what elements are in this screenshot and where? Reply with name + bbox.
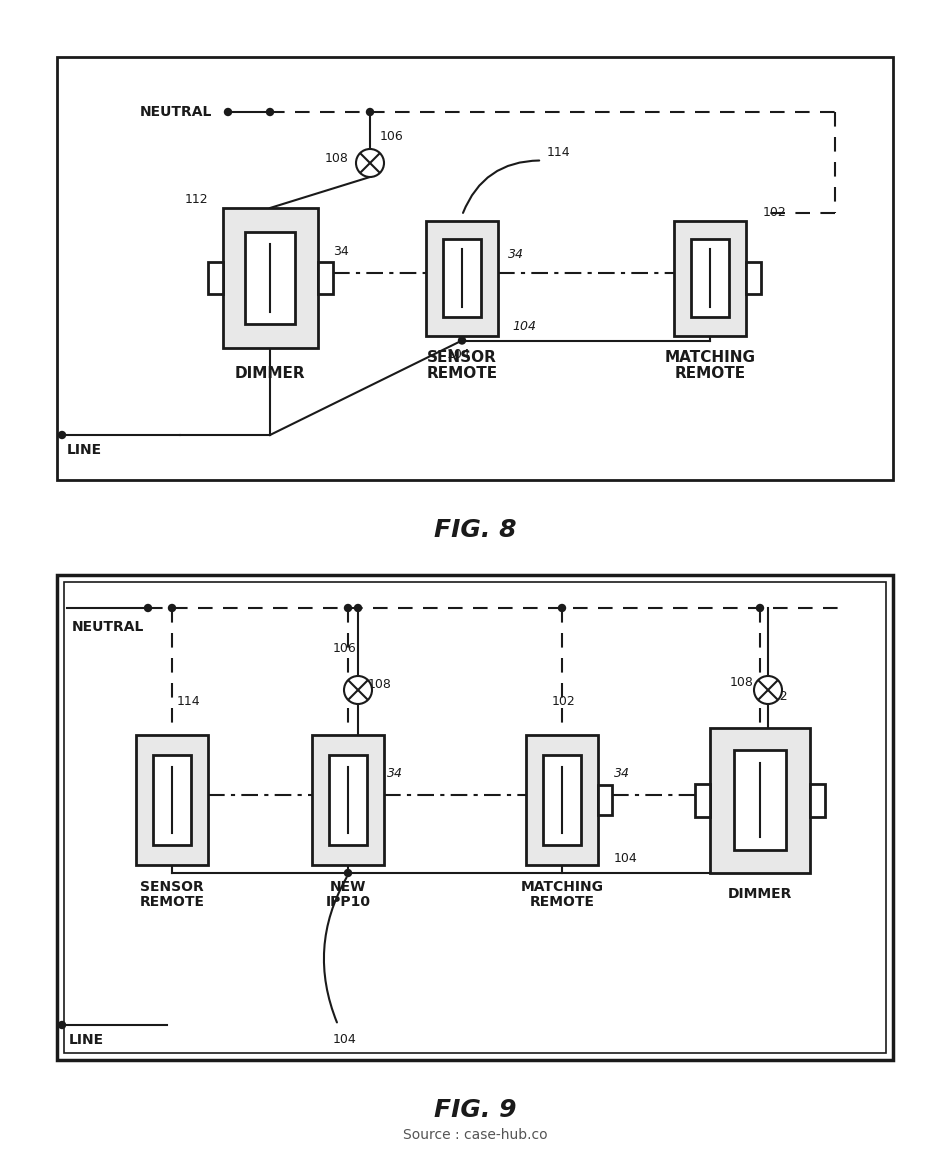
Text: REMOTE: REMOTE: [427, 366, 498, 381]
Bar: [526, 735, 598, 866]
Text: 106: 106: [333, 642, 357, 655]
Text: 108: 108: [730, 675, 754, 689]
Circle shape: [59, 432, 66, 439]
Text: MATCHING: MATCHING: [664, 351, 755, 366]
Bar: [443, 239, 481, 317]
Text: LINE: LINE: [67, 443, 103, 457]
Text: 104: 104: [512, 320, 536, 332]
Circle shape: [354, 605, 362, 612]
Bar: [329, 755, 367, 845]
Circle shape: [345, 869, 352, 877]
Text: 104: 104: [614, 852, 637, 866]
Text: 114: 114: [177, 695, 200, 709]
Text: 34: 34: [333, 245, 350, 258]
Text: 108: 108: [368, 679, 391, 691]
Text: 112: 112: [765, 689, 788, 703]
Text: SENSOR: SENSOR: [141, 881, 204, 894]
Circle shape: [559, 605, 565, 612]
Bar: [317, 262, 332, 294]
Text: Source : case-hub.co: Source : case-hub.co: [403, 1127, 547, 1142]
Circle shape: [367, 108, 373, 115]
Circle shape: [756, 605, 764, 612]
Circle shape: [267, 108, 274, 115]
Text: 102: 102: [763, 205, 787, 218]
Bar: [695, 784, 710, 817]
Text: NEUTRAL: NEUTRAL: [72, 620, 144, 634]
Text: FIG. 9: FIG. 9: [434, 1097, 516, 1122]
Bar: [136, 735, 208, 866]
Circle shape: [59, 1021, 66, 1028]
Bar: [312, 735, 384, 866]
Bar: [691, 239, 729, 317]
Text: 112: 112: [184, 193, 208, 207]
Bar: [64, 582, 886, 1052]
Bar: [598, 785, 612, 815]
Bar: [746, 262, 761, 294]
Text: NEUTRAL: NEUTRAL: [140, 105, 213, 119]
Text: IPP10: IPP10: [326, 896, 370, 909]
Bar: [734, 750, 786, 850]
Bar: [710, 727, 810, 872]
Text: 108: 108: [325, 151, 349, 165]
Text: NEW: NEW: [330, 881, 366, 894]
Circle shape: [224, 108, 232, 115]
Text: LINE: LINE: [69, 1033, 104, 1047]
Bar: [426, 220, 498, 336]
Bar: [57, 57, 893, 480]
Circle shape: [459, 337, 466, 344]
Text: REMOTE: REMOTE: [140, 896, 204, 909]
Text: 102: 102: [552, 695, 576, 709]
Bar: [810, 784, 825, 817]
Bar: [245, 232, 295, 324]
Text: 34: 34: [508, 248, 524, 261]
Text: 104: 104: [333, 1033, 357, 1046]
Text: SENSOR: SENSOR: [428, 351, 497, 366]
Circle shape: [356, 149, 384, 177]
Bar: [543, 755, 581, 845]
Text: FIG. 8: FIG. 8: [434, 518, 516, 542]
Bar: [222, 208, 317, 349]
Text: 34: 34: [387, 767, 403, 780]
Text: 34: 34: [614, 767, 630, 780]
Text: REMOTE: REMOTE: [529, 896, 595, 909]
Circle shape: [168, 605, 176, 612]
Text: 114: 114: [547, 145, 571, 158]
Circle shape: [144, 605, 151, 612]
Text: DIMMER: DIMMER: [728, 887, 792, 901]
Circle shape: [754, 676, 782, 704]
Circle shape: [345, 605, 352, 612]
Bar: [674, 220, 746, 336]
Text: REMOTE: REMOTE: [674, 366, 746, 381]
Bar: [207, 262, 222, 294]
Circle shape: [344, 676, 372, 704]
Text: DIMMER: DIMMER: [235, 366, 305, 381]
Bar: [153, 755, 191, 845]
Bar: [57, 575, 893, 1061]
Text: 104: 104: [447, 349, 471, 361]
Text: 106: 106: [380, 130, 404, 143]
Text: MATCHING: MATCHING: [521, 881, 603, 894]
